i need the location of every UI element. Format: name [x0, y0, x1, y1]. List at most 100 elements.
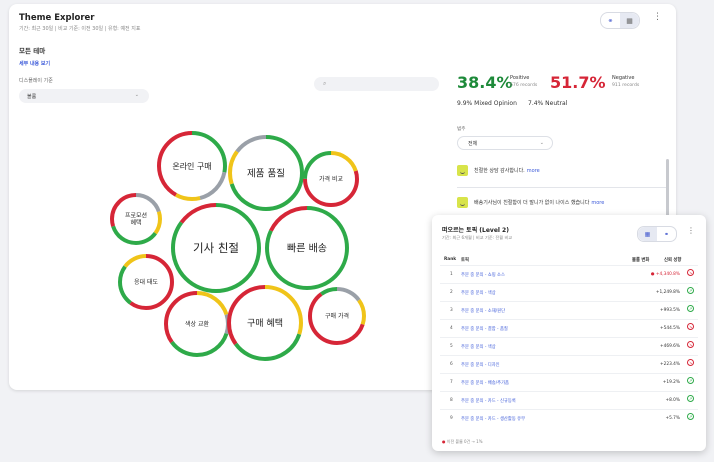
bubble-7[interactable]	[166, 293, 228, 355]
bubble-label: 빠른 배송	[287, 243, 327, 255]
row-topic-link[interactable]: 주문 중 문의 - 색상	[461, 291, 496, 296]
category-select-value: 전체	[468, 140, 478, 147]
row-volume-change-value: +1,249.8%	[655, 290, 680, 295]
panel-subtitle: 기간: 최근 6개월 | 비교 기준: 전월 비교	[442, 235, 513, 240]
comment-text: 친절한 상담 감사합니다.	[474, 168, 525, 174]
row-topic-link[interactable]: 주문 중 문의 - 카드 - 신규등록	[461, 399, 516, 404]
table-row[interactable]: 3 주문 중 문의 - 소재/원단 +993.5% ↗	[440, 301, 698, 320]
bubble-1[interactable]	[230, 137, 302, 209]
bubble-3[interactable]	[112, 195, 160, 243]
table-view-button[interactable]: ▦	[638, 227, 657, 241]
row-rank: 7	[450, 380, 453, 385]
bubble-view-button[interactable]: ⚭	[657, 227, 676, 241]
bubble-9[interactable]	[310, 289, 364, 343]
bubble-2[interactable]	[305, 153, 357, 205]
row-rank: 6	[450, 362, 453, 367]
category-label: 범주	[457, 127, 466, 132]
bubble-label: 온라인 구매	[172, 161, 211, 171]
positive-label: Positive	[510, 75, 530, 81]
table-row[interactable]: 9 주문 중 문의 - 카드 - 생산활동 유무 +5.7% ↗	[440, 409, 698, 428]
smiley-icon	[457, 197, 468, 208]
bubble-8[interactable]	[229, 287, 301, 359]
bubble-0[interactable]	[159, 133, 225, 199]
bubble-label: 혜택	[130, 219, 141, 227]
bubble-ring-segment	[118, 254, 174, 310]
display-label: 디스플레이 기준	[19, 78, 53, 84]
row-topic-link[interactable]: 주문 중 문의 - 소재/원단	[461, 309, 506, 314]
bubble-ring-segment	[227, 285, 303, 361]
comment-text: 배송기사님이 친절함이 더 말니가 없이 나이스 했습니다	[474, 200, 590, 206]
table-row[interactable]: 6 주문 중 문의 - 디자인 +223.4% ↘	[440, 355, 698, 374]
column-header-rank: Rank	[444, 257, 457, 262]
table-row[interactable]: 8 주문 중 문의 - 카드 - 신규등록 +8.0% ↗	[440, 391, 698, 410]
negative-records: 911 records	[612, 83, 640, 88]
display-select[interactable]: 볼륨 ⌄	[19, 89, 149, 103]
more-link[interactable]: more	[591, 199, 605, 206]
positive-records: 676 records	[510, 83, 538, 88]
bubble-ring-segment	[308, 287, 366, 345]
row-rank: 4	[450, 326, 453, 331]
more-link[interactable]: more	[526, 167, 540, 174]
bubble-ring-segment	[171, 203, 261, 293]
category-select[interactable]: 전체 ⌄	[457, 136, 553, 150]
search-icon: ⌕	[323, 80, 327, 87]
table-icon: ▦	[626, 16, 633, 25]
row-volume-change-value: +993.5%	[660, 308, 680, 313]
bubble-4[interactable]	[173, 205, 259, 291]
bubble-6[interactable]	[120, 256, 172, 308]
page-subtitle: 기간: 최근 30일 | 비교 기준: 이전 30일 | 유형: 예전 지표	[19, 26, 141, 32]
bubble-ring-segment	[303, 151, 359, 207]
row-topic-link[interactable]: 주문 중 문의 - 배송/추가품	[461, 381, 509, 386]
table-row[interactable]: 5 주문 중 문의 - 색상 +469.6% ↘	[440, 337, 698, 356]
display-select-value: 볼륨	[27, 93, 37, 100]
page-title: Theme Explorer	[19, 13, 95, 23]
bubble-ring-segment	[164, 291, 230, 357]
more-menu-icon[interactable]: ⋮	[687, 226, 695, 235]
neutral-stat: 7.4% Neutral	[528, 100, 568, 107]
row-volume-change: +19.2%	[663, 380, 680, 385]
comment-item: 배송기사님이 친절함이 더 말니가 없이 나이스 했습니다 more	[457, 197, 604, 208]
bubble-5[interactable]	[267, 208, 347, 288]
table-view-button[interactable]: ▦	[620, 13, 639, 28]
bubble-label: 프로모션	[125, 212, 147, 220]
row-volume-change: +223.4%	[660, 362, 680, 367]
table-row[interactable]: 2 주문 중 문의 - 색상 +1,249.8% ↗	[440, 283, 698, 302]
bubble-ring-segment	[227, 285, 303, 361]
bubble-icon: ⚭	[607, 16, 614, 25]
bubble-ring-segment	[118, 254, 174, 310]
row-topic-link[interactable]: 주문 중 문의 - 디자인	[461, 363, 500, 368]
row-topic-link[interactable]: 주문 중 문의 - 색상	[461, 345, 496, 350]
section-title: 모든 테마	[19, 47, 46, 55]
panel-view-toggle: ▦ ⚭	[637, 226, 677, 242]
bubble-ring-segment	[157, 131, 227, 201]
table-row[interactable]: 4 주문 중 문의 - 결함 - 품질 +544.5% ↘	[440, 319, 698, 338]
column-header-trend: 신뢰 성향	[664, 258, 682, 263]
row-volume-change-value: +5.7%	[665, 416, 680, 421]
bubble-ring-segment	[164, 291, 230, 357]
row-volume-change: +8.0%	[665, 398, 680, 403]
bubble-ring-segment	[110, 193, 162, 245]
trend-up-icon: ↗	[687, 377, 694, 384]
detail-link[interactable]: 세부 내용 보기	[19, 61, 51, 67]
table-row[interactable]: 1 주문 중 문의 - 쇼핑 소스 ● +4,340.8% ↘	[440, 265, 698, 284]
bubble-view-button[interactable]: ⚭	[601, 13, 620, 28]
comment-item: 친절한 상담 감사합니다. more	[457, 165, 540, 176]
panel-footer: ● 이전 볼륨 0건 → 1%	[442, 439, 483, 445]
row-topic-link[interactable]: 주문 중 문의 - 카드 - 생산활동 유무	[461, 417, 526, 422]
panel-title: 떠오르는 토픽 (Level 2)	[442, 227, 509, 234]
bubble-ring-segment	[157, 131, 227, 201]
table-row[interactable]: 7 주문 중 문의 - 배송/추가품 +19.2% ↗	[440, 373, 698, 392]
bubble-label: 응대 태도	[134, 278, 158, 286]
search-input[interactable]: ⌕	[314, 77, 439, 91]
row-topic-link[interactable]: 주문 중 문의 - 쇼핑 소스	[461, 273, 505, 278]
comments-scrollbar[interactable]	[666, 159, 669, 219]
bubble-icon: ⚭	[663, 230, 670, 238]
row-topic-link[interactable]: 주문 중 문의 - 결함 - 품질	[461, 327, 508, 332]
row-volume-change-value: +223.4%	[660, 362, 680, 367]
warning-icon: ●	[650, 272, 656, 277]
row-rank: 9	[450, 416, 453, 421]
row-volume-change-value: +19.2%	[662, 380, 680, 385]
more-menu-icon[interactable]: ⋮	[653, 12, 662, 22]
mixed-opinion: 9.9% Mixed Opinion	[457, 100, 517, 107]
